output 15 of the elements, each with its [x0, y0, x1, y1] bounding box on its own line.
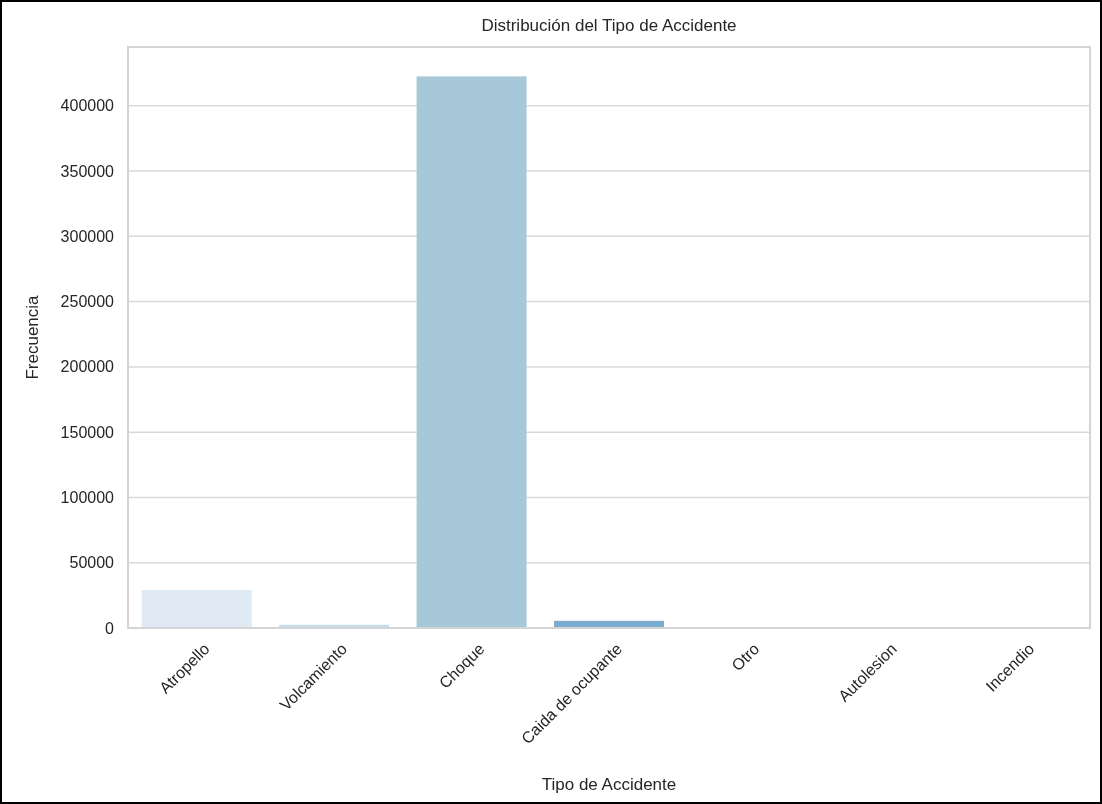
x-axis-title: Tipo de Accidente — [541, 775, 677, 794]
y-tick-label: 250000 — [60, 293, 115, 311]
bar — [141, 590, 252, 628]
y-axis-title: Frecuencia — [23, 294, 42, 380]
chart-title: Distribución del Tipo de Accidente — [481, 16, 737, 35]
y-tick-label: 200000 — [60, 358, 115, 376]
y-tick-label: 0 — [105, 619, 115, 637]
y-tick-label: 50000 — [69, 554, 115, 572]
y-tick-label: 100000 — [60, 489, 115, 507]
y-tick-label: 300000 — [60, 227, 115, 245]
bar — [416, 76, 527, 628]
y-tick-label: 400000 — [60, 97, 115, 115]
y-tick-label: 150000 — [60, 423, 115, 441]
y-tick-label: 350000 — [60, 162, 115, 180]
x-tick-label: Otro — [728, 639, 763, 675]
